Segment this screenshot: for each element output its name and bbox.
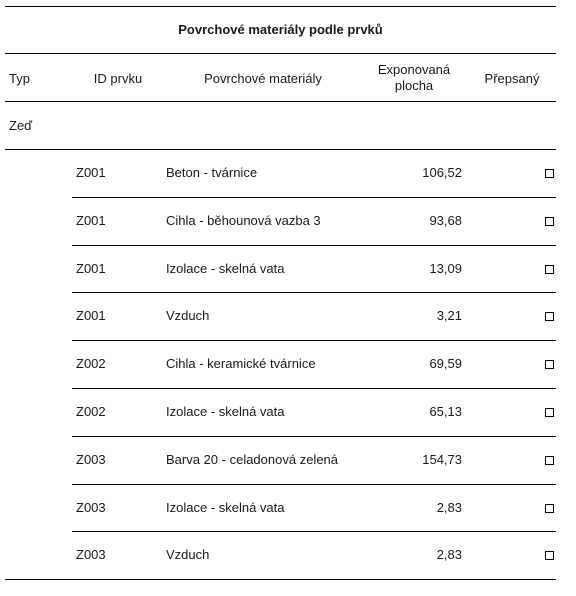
row-exposed-area: 106,52: [422, 165, 462, 180]
row-exposed-area: 13,09: [429, 261, 462, 276]
row-material: Cihla - běhounová vazba 3: [166, 213, 321, 228]
row-material: Izolace - skelná vata: [166, 261, 285, 276]
row-element-id: Z001: [76, 261, 106, 276]
row-exposed-area: 154,73: [422, 452, 462, 467]
header-type: Typ: [9, 71, 30, 86]
row-divider: [72, 245, 556, 246]
row-element-id: Z001: [76, 308, 106, 323]
table-title: Povrchové materiály podle prvků: [178, 22, 383, 37]
overridden-checkbox[interactable]: [545, 169, 554, 178]
row-material: Vzduch: [166, 308, 210, 323]
header-exposed-area-line2: plocha: [394, 78, 434, 93]
row-element-id: Z002: [76, 404, 106, 419]
row-divider: [72, 197, 556, 198]
row-divider: [72, 484, 556, 485]
row-element-id: Z003: [76, 452, 106, 467]
row-exposed-area: 65,13: [429, 404, 462, 419]
overridden-checkbox[interactable]: [545, 217, 554, 226]
row-material: Cihla - keramické tvárnice: [166, 356, 316, 371]
header-divider: [5, 101, 556, 102]
row-element-id: Z003: [76, 547, 106, 562]
header-exposed-area-line1: Exponovaná: [377, 62, 451, 77]
header-surface-materials: Povrchové materiály: [204, 71, 322, 86]
row-material: Izolace - skelná vata: [166, 404, 285, 419]
row-element-id: Z001: [76, 213, 106, 228]
overridden-checkbox[interactable]: [545, 360, 554, 369]
table-top-border: [5, 6, 556, 7]
overridden-checkbox[interactable]: [545, 408, 554, 417]
header-overridden: Přepsaný: [484, 71, 540, 86]
overridden-checkbox[interactable]: [545, 456, 554, 465]
overridden-checkbox[interactable]: [545, 312, 554, 321]
overridden-checkbox[interactable]: [545, 265, 554, 274]
row-exposed-area: 2,83: [436, 547, 462, 562]
row-divider: [72, 531, 556, 532]
row-divider: [72, 340, 556, 341]
row-material: Beton - tvárnice: [166, 165, 258, 180]
row-element-id: Z002: [76, 356, 106, 371]
row-material: Barva 20 - celadonová zelená: [166, 452, 339, 467]
overridden-checkbox[interactable]: [545, 504, 554, 513]
group-label-wall: Zeď: [9, 118, 33, 133]
row-divider: [72, 292, 556, 293]
row-element-id: Z001: [76, 165, 106, 180]
row-exposed-area: 69,59: [429, 356, 462, 371]
row-material: Izolace - skelná vata: [166, 500, 285, 515]
overridden-checkbox[interactable]: [545, 551, 554, 560]
row-exposed-area: 93,68: [429, 213, 462, 228]
group-divider: [5, 149, 556, 150]
row-exposed-area: 3,21: [436, 308, 462, 323]
row-element-id: Z003: [76, 500, 106, 515]
row-material: Vzduch: [166, 547, 210, 562]
row-divider: [72, 388, 556, 389]
title-divider: [5, 53, 556, 54]
header-element-id: ID prvku: [93, 71, 143, 86]
row-divider: [72, 436, 556, 437]
row-exposed-area: 2,83: [436, 500, 462, 515]
table-bottom-border: [5, 579, 556, 580]
